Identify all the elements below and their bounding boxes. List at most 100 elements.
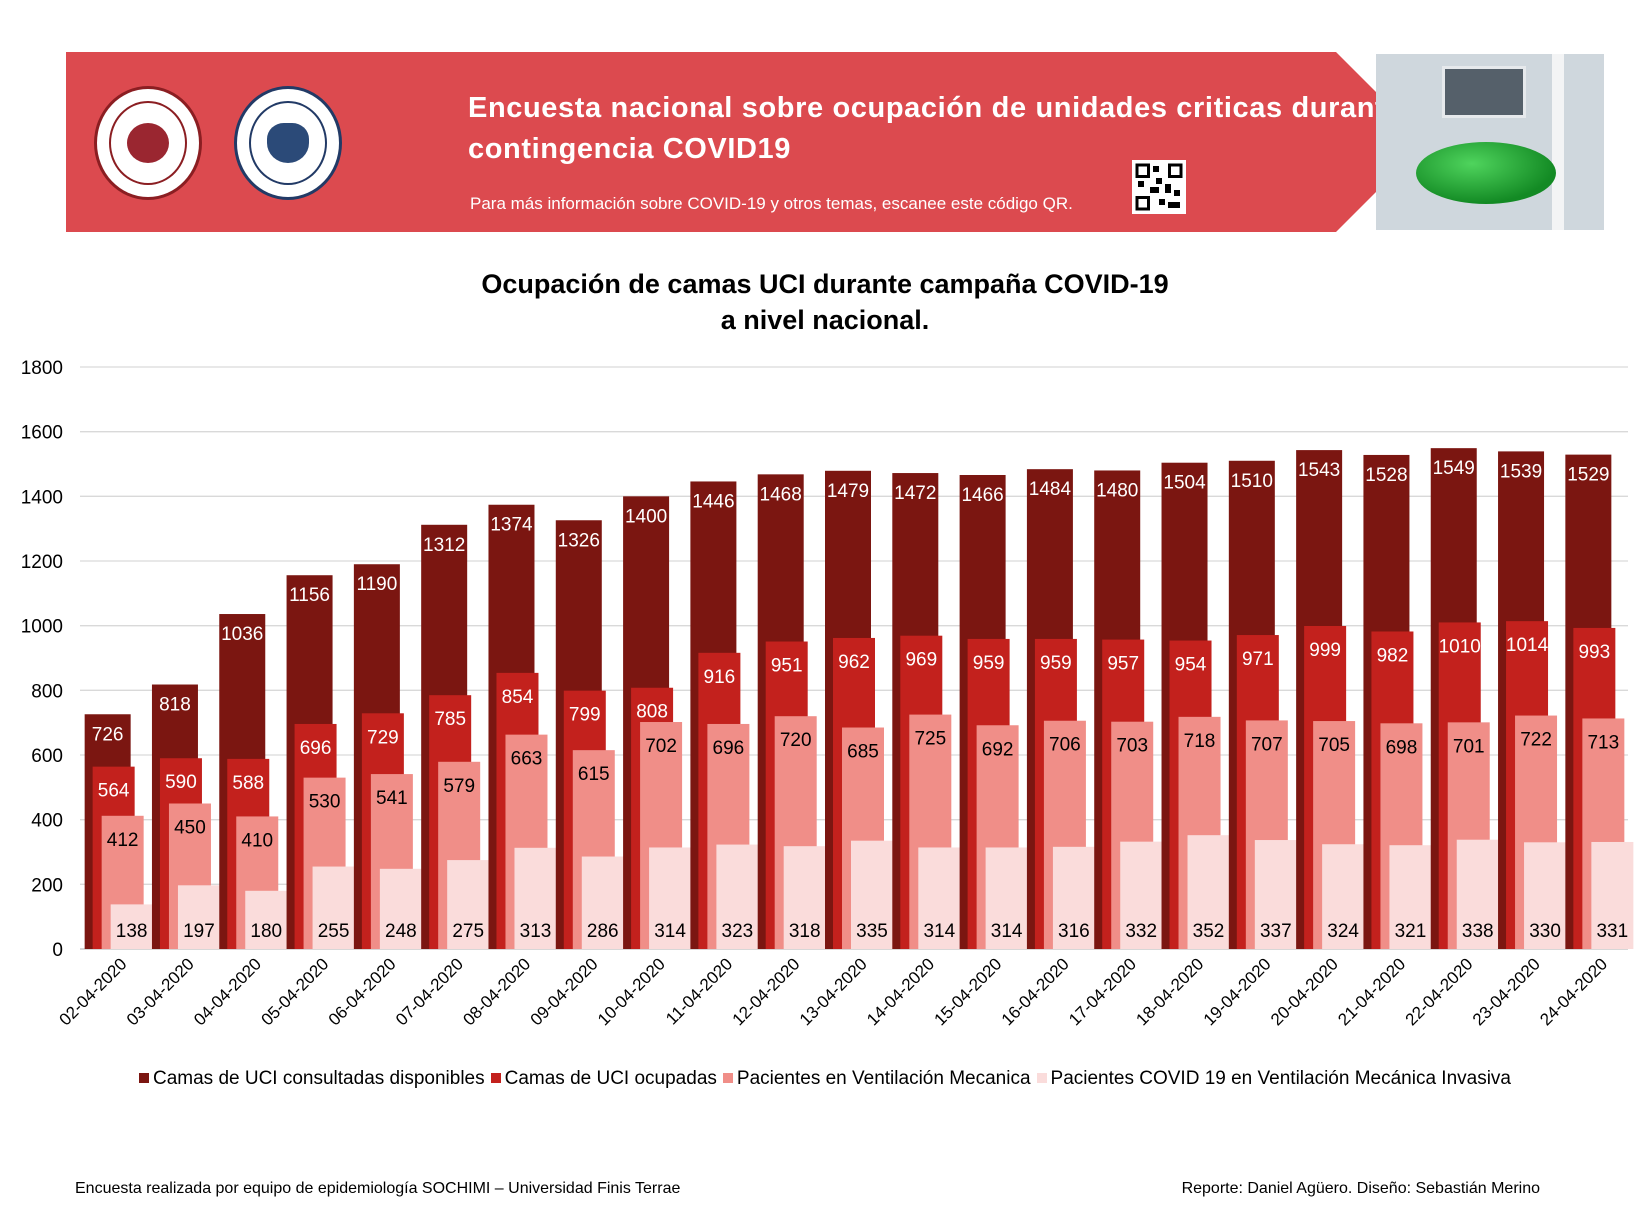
data-label: 1480 [1096,480,1138,501]
y-tick-label: 1600 [21,423,63,444]
data-label: 698 [1386,737,1418,758]
legend-label: Pacientes en Ventilación Mecanica [736,1068,1031,1089]
bar-4 [245,890,288,949]
banner-title: Encuesta nacional sobre ocupación de uni… [468,92,1402,165]
data-label: 286 [587,921,619,942]
data-label: 705 [1318,735,1350,756]
data-label: 1510 [1231,471,1273,492]
data-label: 785 [434,709,466,730]
legend-item: Pacientes en Ventilación Mecanica [722,1068,1031,1090]
data-label: 579 [443,776,475,797]
x-tick-label: 10-04-2020 [594,954,669,1029]
data-label: 854 [502,687,534,708]
x-tick-label: 09-04-2020 [527,954,602,1029]
data-label: 332 [1125,921,1157,942]
data-label: 703 [1116,736,1148,757]
x-tick-label: 23-04-2020 [1469,954,1544,1029]
bar-4 [716,844,759,949]
data-label: 1472 [894,483,936,504]
data-label: 692 [982,739,1014,760]
bar-4 [1389,845,1432,949]
bar-4 [783,846,826,949]
x-tick-label: 14-04-2020 [863,954,938,1029]
data-label: 588 [232,773,264,794]
data-label: 180 [250,921,282,942]
data-label: 702 [645,736,677,757]
data-label: 1014 [1506,635,1549,656]
x-tick-label: 24-04-2020 [1536,954,1611,1029]
data-label: 916 [704,667,736,688]
data-label: 957 [1107,654,1139,675]
data-label: 1539 [1500,461,1542,482]
data-label: 951 [771,656,803,677]
bar-4 [1120,841,1163,949]
data-label: 1446 [692,491,734,512]
data-label: 696 [713,738,745,759]
data-label: 954 [1175,655,1207,676]
data-label: 275 [452,921,484,942]
y-tick-label: 1200 [21,552,63,573]
x-tick-label: 07-04-2020 [392,954,467,1029]
bar-4 [1524,842,1567,949]
banner-subtitle: Para más información sobre COVID-19 y ot… [470,194,1073,213]
footer-credit: Encuesta realizada por equipo de epidemi… [75,1180,681,1197]
x-tick-label: 15-04-2020 [931,954,1006,1029]
x-tick-label: 22-04-2020 [1402,954,1477,1029]
data-label: 1468 [760,484,802,505]
data-label: 971 [1242,649,1274,670]
data-label: 352 [1193,921,1225,942]
x-tick-label: 02-04-2020 [56,954,131,1029]
bar-4 [1187,835,1230,949]
data-label: 718 [1184,731,1216,752]
y-tick-label: 800 [31,681,63,702]
x-tick-label: 11-04-2020 [662,954,736,1028]
x-tick-label: 17-04-2020 [1065,954,1140,1029]
data-label: 316 [1058,921,1090,942]
data-label: 729 [367,727,399,748]
x-tick-label: 18-04-2020 [1132,954,1207,1029]
data-label: 323 [722,921,754,942]
data-label: 1528 [1365,465,1407,486]
footer-report-credit: Reporte: Daniel Agüero. Diseño: Sebastiá… [1181,1180,1540,1197]
x-tick-label: 03-04-2020 [123,954,198,1029]
data-label: 314 [991,921,1023,942]
y-tick-label: 1000 [21,617,63,638]
chart-legend: Camas de UCI consultadas disponibles Cama… [0,1068,1650,1090]
data-label: 1504 [1163,473,1206,494]
data-label: 685 [847,742,879,763]
data-label: 722 [1520,730,1552,751]
finis-terrae-logo [234,86,342,200]
data-label: 1529 [1567,465,1609,486]
x-tick-label: 20-04-2020 [1267,954,1342,1029]
bar-4 [581,856,624,949]
x-tick-label: 21-04-2020 [1334,954,1409,1029]
x-tick-label: 13-04-2020 [796,954,871,1029]
data-label: 696 [300,738,332,759]
data-label: 799 [569,705,601,726]
bar-4 [649,847,692,949]
bar-4 [110,904,153,949]
data-label: 959 [1040,653,1072,674]
data-label: 959 [973,653,1005,674]
data-label: 707 [1251,734,1283,755]
legend-item: Camas de UCI ocupadas [490,1068,717,1090]
chart-title: Ocupación de camas UCI durante campaña C… [0,266,1650,338]
data-label: 530 [309,792,341,813]
qr-code-icon[interactable] [1132,160,1186,214]
data-label: 962 [838,652,870,673]
data-label: 808 [636,702,668,723]
legend-label: Pacientes COVID 19 en Ventilación Mecáni… [1050,1068,1512,1089]
data-label: 248 [385,921,417,942]
data-label: 321 [1395,921,1427,942]
data-label: 725 [914,729,946,750]
data-label: 993 [1578,642,1610,663]
data-label: 1156 [289,585,330,606]
data-label: 1036 [221,624,263,645]
data-label: 1479 [827,481,869,502]
data-label: 1484 [1029,479,1072,500]
y-tick-label: 0 [52,940,63,961]
data-label: 335 [856,921,888,942]
data-label: 330 [1529,921,1561,942]
chart-title-line-1: Ocupación de camas UCI durante campaña C… [481,269,1169,299]
